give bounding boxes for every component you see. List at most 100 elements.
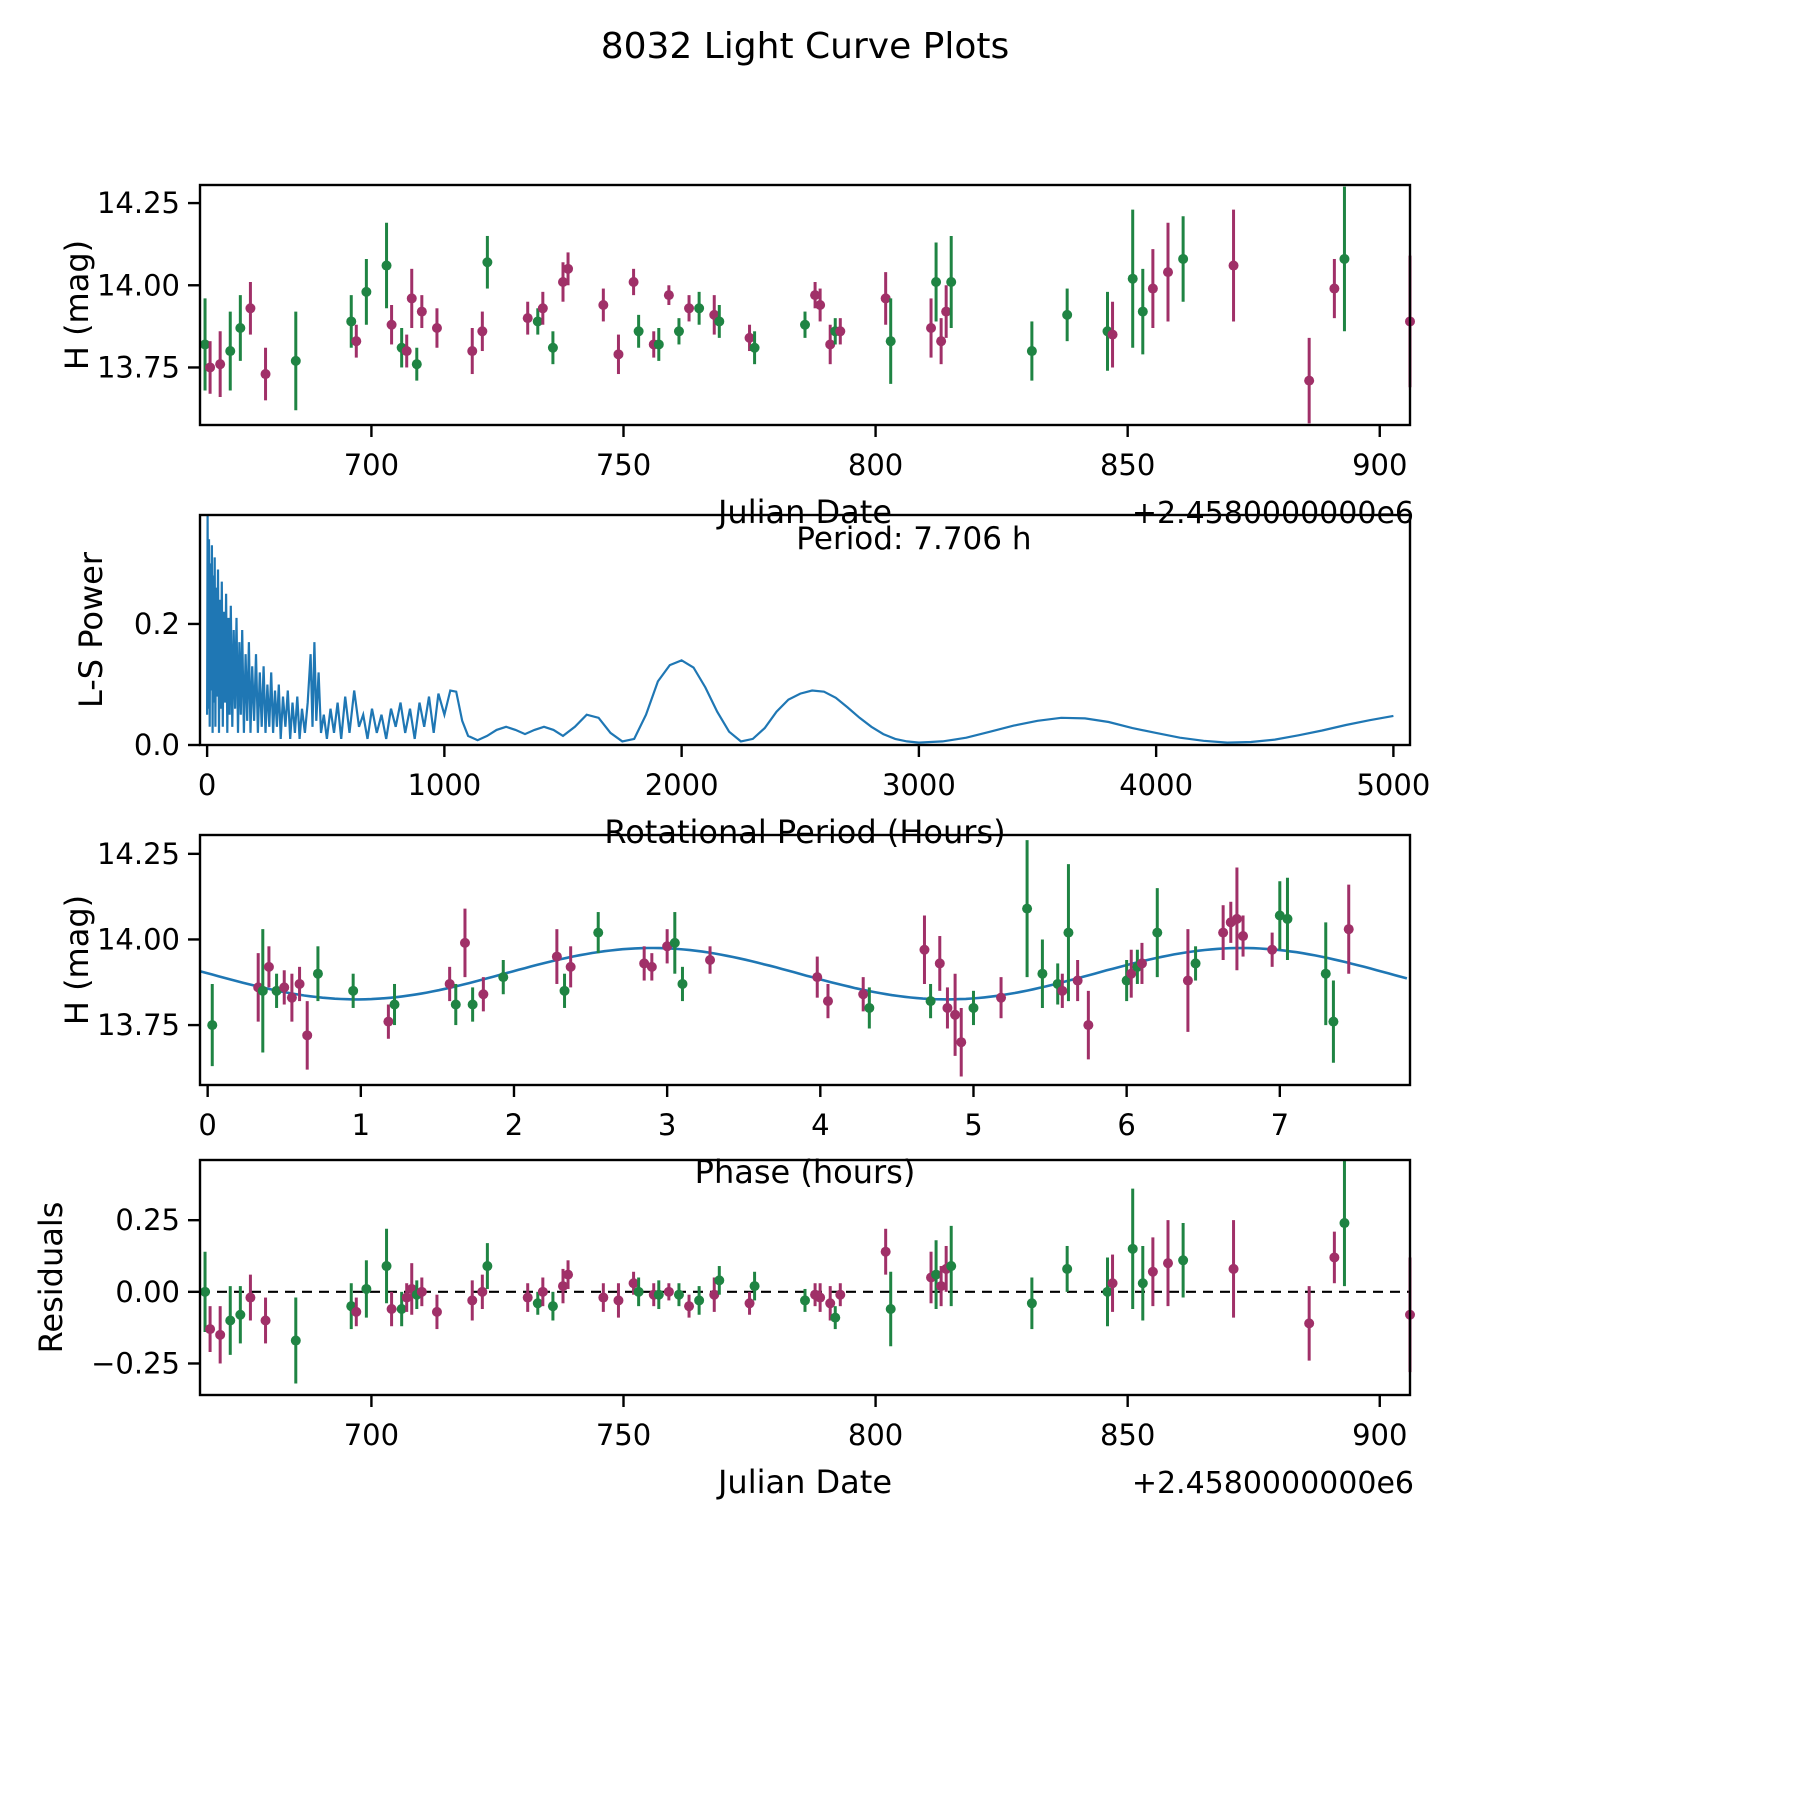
data-point <box>662 941 673 952</box>
data-point <box>1147 1266 1158 1277</box>
x-tick-label: 4000 <box>1119 768 1193 802</box>
data-point <box>653 339 664 350</box>
data-point <box>235 1309 246 1320</box>
data-point <box>593 927 604 938</box>
data-point <box>598 1292 609 1303</box>
data-point <box>361 1283 372 1294</box>
axes-frame <box>198 183 1412 427</box>
data-point <box>1127 1243 1138 1254</box>
data-point <box>381 260 392 271</box>
data-point <box>714 1275 725 1286</box>
data-point <box>1037 968 1048 979</box>
data-point <box>1102 1286 1113 1297</box>
x-tick-label: 700 <box>344 1418 399 1452</box>
y-axis-label: H (mag) <box>58 240 96 370</box>
x-tick-label: 4 <box>811 1108 829 1142</box>
data-point <box>598 300 609 310</box>
data-point <box>931 1269 942 1280</box>
data-point <box>563 263 574 274</box>
data-point <box>673 326 684 337</box>
data-point <box>245 1292 256 1303</box>
data-point <box>1062 309 1073 320</box>
data-point <box>431 323 442 334</box>
data-point <box>1320 968 1331 979</box>
data-point <box>1178 1255 1189 1266</box>
x-tick-label: 1000 <box>407 768 481 802</box>
data-point <box>705 955 716 965</box>
x-tick-label: 5000 <box>1356 768 1430 802</box>
data-point <box>1304 375 1315 386</box>
x-tick-label: 6 <box>1117 1108 1135 1142</box>
data-point <box>942 1002 953 1013</box>
data-point <box>956 1037 967 1048</box>
axes-frame <box>198 513 1412 747</box>
data-point <box>482 257 493 268</box>
figure-title: 8032 Light Curve Plots <box>600 26 1010 67</box>
data-point <box>925 996 936 1007</box>
data-point <box>1137 1278 1148 1289</box>
data-point <box>1083 1020 1094 1031</box>
data-point <box>800 1295 810 1306</box>
data-point <box>1022 903 1033 914</box>
data-point <box>1218 927 1229 938</box>
data-point <box>389 999 400 1010</box>
data-point <box>416 1286 427 1297</box>
data-point <box>257 985 268 996</box>
data-point <box>396 1304 407 1315</box>
data-point <box>1231 913 1242 924</box>
x-tick-label: 2000 <box>645 768 719 802</box>
data-point <box>478 989 489 1000</box>
data-point <box>260 1315 271 1326</box>
data-point <box>271 985 282 996</box>
data-point <box>880 1246 891 1257</box>
data-point <box>677 978 688 989</box>
data-point <box>1178 253 1189 264</box>
x-axis-label: Phase (hours) <box>695 1153 916 1191</box>
data-point <box>885 336 896 347</box>
data-point <box>950 1009 961 1020</box>
data-point <box>1072 975 1083 986</box>
data-point <box>815 1292 826 1303</box>
data-point <box>1026 346 1037 357</box>
data-point <box>633 1286 644 1297</box>
data-point <box>235 323 246 334</box>
data-point <box>936 336 947 347</box>
data-point <box>1238 931 1249 942</box>
data-point <box>885 1304 896 1315</box>
x-tick-label: 2 <box>505 1108 523 1142</box>
data-point <box>653 1289 664 1300</box>
x-axis-label: Julian Date <box>716 493 892 531</box>
data-point <box>941 306 952 317</box>
data-point <box>1328 1016 1339 1027</box>
data-point <box>537 303 548 314</box>
data-point <box>459 937 470 948</box>
data-point <box>815 300 826 310</box>
data-point <box>444 978 455 989</box>
data-point <box>1127 273 1138 284</box>
data-point <box>864 1002 875 1013</box>
data-point <box>812 972 823 983</box>
data-point <box>1274 910 1285 921</box>
data-point <box>522 1292 533 1303</box>
y-tick-label: 0.25 <box>115 1203 180 1237</box>
data-point <box>477 1286 488 1297</box>
data-point <box>1107 329 1118 340</box>
data-point <box>628 276 639 287</box>
x-axis-offset-label: +2.4580000000e6 <box>1132 496 1414 531</box>
data-point <box>830 1312 841 1323</box>
x-axis-label: Julian Date <box>716 1463 892 1501</box>
data-point <box>946 1261 957 1272</box>
x-tick-label: 900 <box>1352 448 1407 482</box>
data-point <box>401 346 412 357</box>
x-tick-label: 0 <box>198 768 216 802</box>
data-point <box>1163 1258 1173 1269</box>
y-tick-label: 0.0 <box>134 728 180 762</box>
data-point <box>628 1278 639 1289</box>
data-point <box>401 1292 412 1303</box>
data-point <box>1063 927 1074 938</box>
y-tick-label: 14.25 <box>97 837 180 871</box>
data-point <box>1329 283 1340 294</box>
data-point <box>1304 1318 1315 1329</box>
y-tick-label: 0.00 <box>115 1275 180 1309</box>
